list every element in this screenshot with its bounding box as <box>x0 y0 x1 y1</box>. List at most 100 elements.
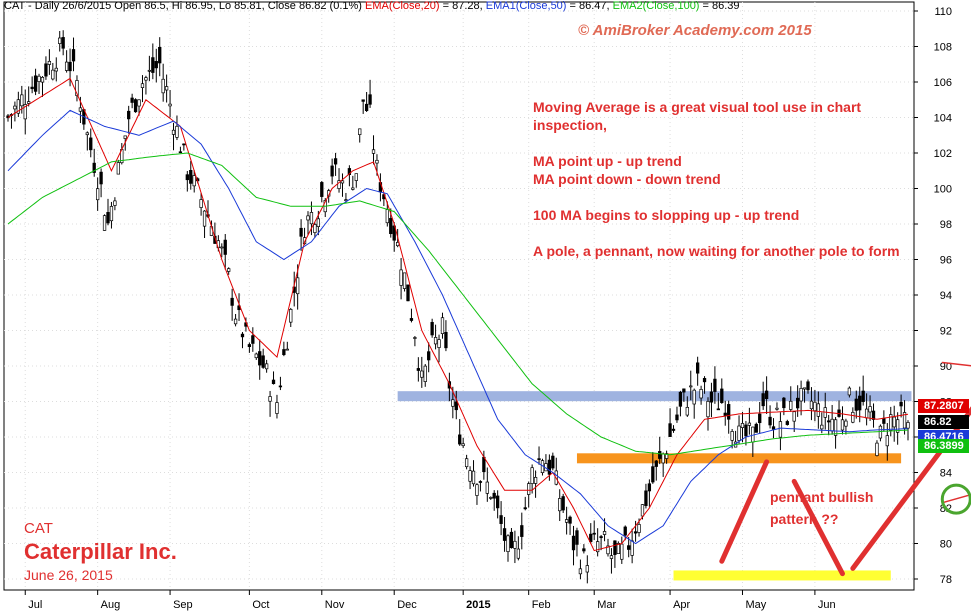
candle-body <box>785 421 789 425</box>
candle-body <box>827 420 831 423</box>
candle-body <box>75 80 79 97</box>
candle-body <box>189 170 193 184</box>
x-tick-label: 2015 <box>466 599 490 611</box>
candle-body <box>340 180 345 184</box>
candle-body <box>230 297 234 306</box>
candle-body <box>513 540 517 549</box>
y-tick-label: 96 <box>940 255 952 267</box>
candle-body <box>358 128 362 135</box>
candle-body <box>123 135 127 139</box>
candle-body <box>682 388 686 393</box>
candle-body <box>58 37 62 44</box>
candle-body <box>589 533 593 543</box>
candle-body <box>89 137 93 151</box>
candle-body <box>861 390 865 402</box>
candle-body <box>320 182 324 197</box>
candle-body <box>806 381 810 391</box>
candle-body <box>678 391 683 407</box>
candle-body <box>599 536 603 539</box>
candle-body <box>671 428 676 431</box>
candle-body <box>161 78 165 94</box>
candle-body <box>889 414 893 431</box>
x-tick-label: May <box>745 599 766 611</box>
candle-body <box>192 175 196 187</box>
candle-body <box>606 545 610 555</box>
candle-body <box>247 344 252 347</box>
candle-body <box>547 459 552 475</box>
candle-body <box>289 309 293 323</box>
candle-body <box>906 422 910 429</box>
candle-body <box>71 49 76 62</box>
candle-body <box>792 411 796 422</box>
y-tick-label: 104 <box>934 113 952 125</box>
candle-body <box>758 413 762 424</box>
candle-body <box>778 421 783 438</box>
candle-body <box>892 416 896 428</box>
candle-body <box>20 94 24 107</box>
note-line: MA point up - up trend <box>533 153 682 169</box>
candle-body <box>737 425 741 441</box>
candle-body <box>275 402 279 414</box>
candle-body <box>375 159 379 164</box>
candle-body <box>840 419 845 431</box>
support-band <box>673 570 891 581</box>
candle-body <box>878 425 883 439</box>
candle-body <box>399 269 403 286</box>
candle-body <box>664 453 669 459</box>
y-tick-label: 110 <box>934 6 952 18</box>
y-tick-label: 94 <box>940 290 952 302</box>
header-ticker: CAT <box>4 0 25 12</box>
candle-body <box>333 158 338 165</box>
candle-body <box>802 387 807 390</box>
candle-body <box>896 419 900 433</box>
candle-body <box>440 317 445 334</box>
note-line: Moving Average is a great visual tool us… <box>533 99 862 133</box>
candle-body <box>771 426 776 430</box>
candle-body <box>223 239 227 255</box>
candle-body <box>502 528 507 541</box>
support-band <box>397 391 912 402</box>
x-tick-label: Aug <box>101 599 121 611</box>
header-ema100-label: EMA2(Close,100) <box>612 0 700 12</box>
pennant-note: pennant bullish pattern ?? <box>770 486 873 530</box>
candle-body <box>489 497 493 499</box>
trend-line <box>850 406 971 571</box>
candle-body <box>706 401 710 418</box>
candle-body <box>882 417 886 424</box>
candle-body <box>337 180 341 189</box>
candle-body <box>520 525 524 537</box>
candle-body <box>444 331 448 349</box>
candle-body <box>482 456 486 473</box>
candle-body <box>527 483 531 495</box>
candle-body <box>285 348 289 351</box>
candle-body <box>175 125 179 138</box>
candle-body <box>558 498 562 512</box>
candle-body <box>306 215 310 221</box>
candle-body <box>23 104 27 120</box>
candle-body <box>254 353 258 359</box>
candle-body <box>461 443 465 447</box>
candle-body <box>30 86 34 90</box>
candle-body <box>740 423 745 428</box>
candle-body <box>109 206 114 222</box>
candle-body <box>344 199 348 202</box>
candle-body <box>723 412 727 416</box>
candle-body <box>158 46 162 64</box>
candle-body <box>347 168 352 175</box>
candle-body <box>696 362 700 374</box>
candle-body <box>368 94 372 105</box>
candle-body <box>133 99 138 113</box>
y-tick-label: 106 <box>934 77 952 89</box>
candle-body <box>561 496 565 511</box>
candle-body <box>899 401 903 407</box>
candle-body <box>351 187 355 190</box>
candle-body <box>716 408 720 411</box>
candle-body <box>775 407 779 410</box>
candle-body <box>789 400 793 410</box>
candle-body <box>816 403 820 417</box>
analysis-notes: Moving Average is a great visual tool us… <box>533 98 923 260</box>
candle-body <box>182 143 186 146</box>
candle-body <box>720 388 724 403</box>
